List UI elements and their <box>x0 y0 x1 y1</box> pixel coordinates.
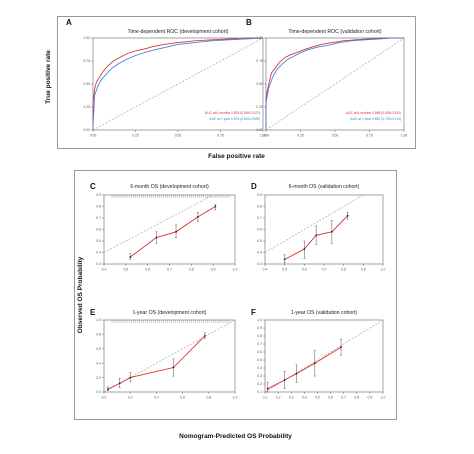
panel-letter-a: A <box>66 18 72 27</box>
roc-section <box>57 16 416 149</box>
top-x-axis-label: False positive rate <box>208 153 265 160</box>
panel-letter-e: E <box>90 308 96 317</box>
top-y-axis-label: True positive rate <box>45 50 52 104</box>
bottom-y-axis-label: Observed OS Probability <box>77 256 84 334</box>
calibration-section <box>74 170 397 420</box>
bottom-x-axis-label: Nomogram-Predicted OS Probability <box>179 433 292 440</box>
panel-letter-c: C <box>90 182 96 191</box>
panel-letter-f: F <box>251 308 256 317</box>
panel-letter-b: B <box>246 18 252 27</box>
panel-letter-d: D <box>251 182 257 191</box>
